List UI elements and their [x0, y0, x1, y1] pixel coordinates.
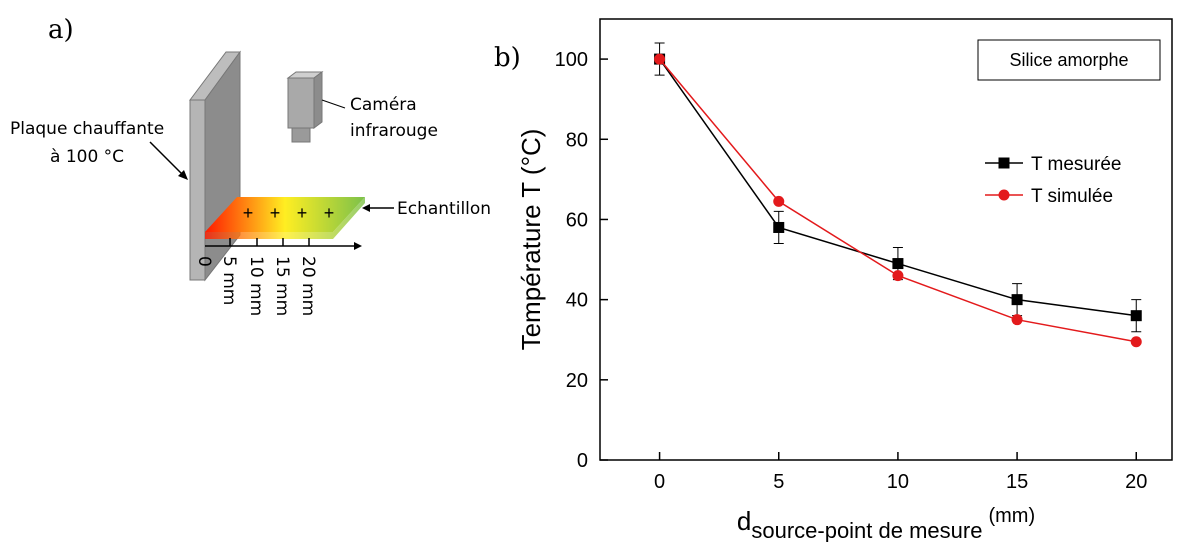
y-tick-label: 60 — [566, 209, 588, 231]
sample — [205, 197, 365, 232]
y-tick-label: 40 — [566, 290, 588, 312]
plate-label: Plaque chauffante — [10, 119, 164, 139]
marker — [892, 258, 904, 270]
camera-label: infrarouge — [350, 121, 438, 141]
distance-label: 20 mm — [298, 256, 318, 316]
pointer — [321, 99, 346, 109]
sample-label: Echantillon — [397, 199, 491, 219]
marker — [654, 53, 666, 65]
y-tick-label: 20 — [566, 370, 588, 392]
x-tick-label: 0 — [654, 471, 665, 493]
distance-label: 10 mm — [246, 256, 266, 316]
cross: + — [270, 203, 281, 223]
camera-lens — [291, 127, 311, 143]
marker — [773, 195, 785, 207]
cross: + — [243, 203, 254, 223]
x-tick-label: 20 — [1125, 471, 1147, 493]
legend-label: T simulée — [1031, 186, 1113, 207]
marker — [1011, 294, 1023, 306]
y-tick-label: 80 — [566, 129, 588, 151]
marker — [892, 270, 904, 282]
marker — [1011, 314, 1023, 326]
marker — [1130, 310, 1142, 322]
distance-label: 5 mm — [219, 256, 239, 305]
marker — [1130, 336, 1142, 348]
annotation-box — [977, 39, 1161, 81]
x-tick-label: 10 — [887, 471, 909, 493]
arrow-head — [354, 242, 362, 250]
sample-edge — [205, 197, 365, 239]
cross: + — [324, 203, 335, 223]
x-label-sup: (mm) — [988, 505, 1035, 527]
pointer — [149, 141, 185, 177]
panel-label: a) — [48, 15, 74, 45]
plot-frame — [599, 18, 1173, 461]
x-tick-label: 5 — [773, 471, 784, 493]
chart: 0 20 40 60 80 100 0 5 10 15 20 Température T (°C) ds… — [494, 18, 1173, 542]
camera-side — [313, 71, 323, 129]
x-label-main: d — [737, 506, 751, 536]
annotation: Silice amorphe — [1009, 50, 1128, 70]
legend-label: T mesurée — [1031, 154, 1121, 175]
camera-label: Caméra — [350, 95, 417, 115]
plate-edge — [189, 99, 206, 281]
legend-marker — [998, 157, 1010, 169]
marker — [773, 221, 785, 233]
x-tick-label: 15 — [1006, 471, 1028, 493]
measure-points: + + + + — [243, 203, 335, 223]
cross: + — [297, 203, 308, 223]
x-axis-label: dsource-point de mesure (mm) — [737, 505, 1035, 542]
legend-marker — [998, 189, 1010, 201]
distance-label: 0 — [194, 256, 214, 267]
camera-body — [287, 77, 315, 129]
arrow-head — [362, 204, 370, 212]
distance-label: 15 mm — [272, 256, 292, 316]
diagram: a) + + + + 0 5 mm 10 mm 15 mm 20 mm Caméra i… — [10, 15, 491, 316]
y-tick-label: 100 — [555, 49, 588, 71]
arrow-head — [178, 170, 188, 180]
plate-label: à 100 °C — [50, 147, 124, 167]
x-label-sub: source-point de mesure — [751, 518, 982, 542]
panel-label: b) — [494, 43, 521, 73]
y-axis-label: Température T (°C) — [516, 129, 546, 351]
y-tick-label: 0 — [577, 450, 588, 472]
